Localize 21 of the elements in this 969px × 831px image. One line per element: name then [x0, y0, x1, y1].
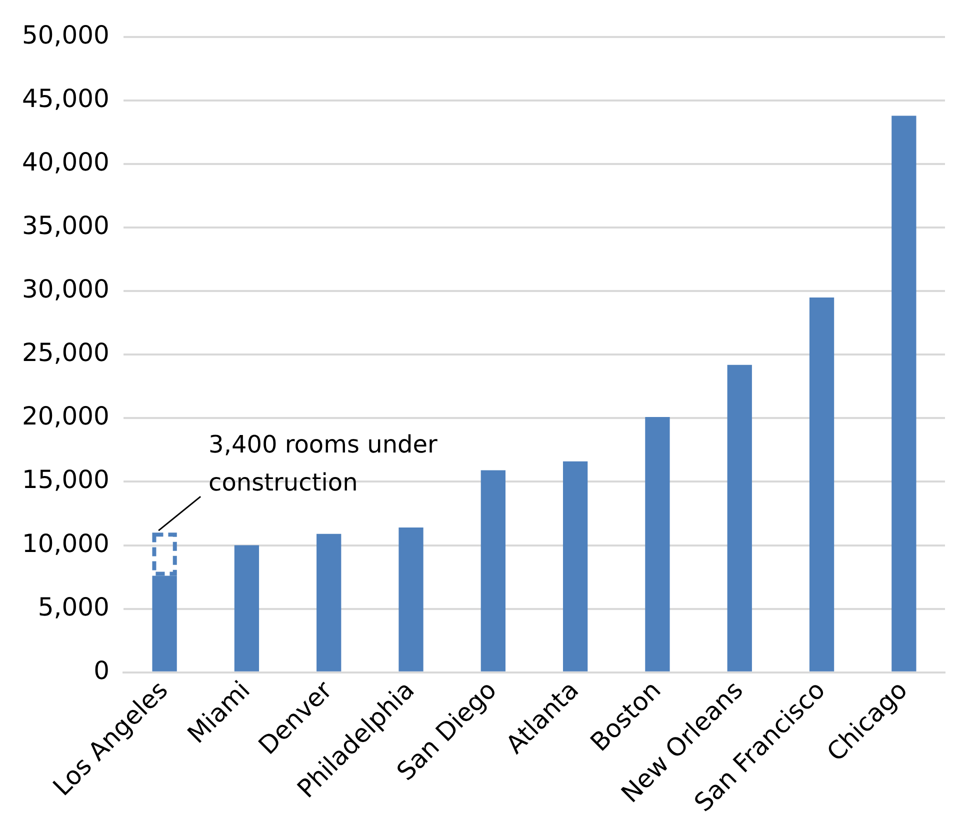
bar — [316, 534, 342, 672]
bar — [398, 527, 424, 672]
y-tick-label: 35,000 — [22, 211, 110, 240]
y-tick-label: 45,000 — [22, 84, 110, 114]
bar — [234, 545, 260, 672]
y-tick-label: 40,000 — [22, 148, 110, 177]
bar — [562, 461, 588, 672]
y-tick-label: 25,000 — [22, 338, 110, 368]
y-tick-label: 15,000 — [22, 465, 110, 494]
annotation: 3,400 rooms under construction — [208, 430, 438, 497]
bar — [480, 470, 506, 672]
bar — [892, 116, 916, 672]
y-tick-label: 20,000 — [22, 402, 110, 431]
bar — [809, 297, 834, 672]
y-tick-label: 10,000 — [22, 528, 110, 558]
y-tick-label: 50,000 — [22, 20, 110, 50]
y-tick-label: 0 — [94, 656, 110, 685]
y-tick-label: 5,000 — [38, 592, 110, 622]
bar — [727, 364, 752, 672]
bar — [645, 416, 670, 672]
y-tick-label: 30,000 — [22, 274, 110, 304]
